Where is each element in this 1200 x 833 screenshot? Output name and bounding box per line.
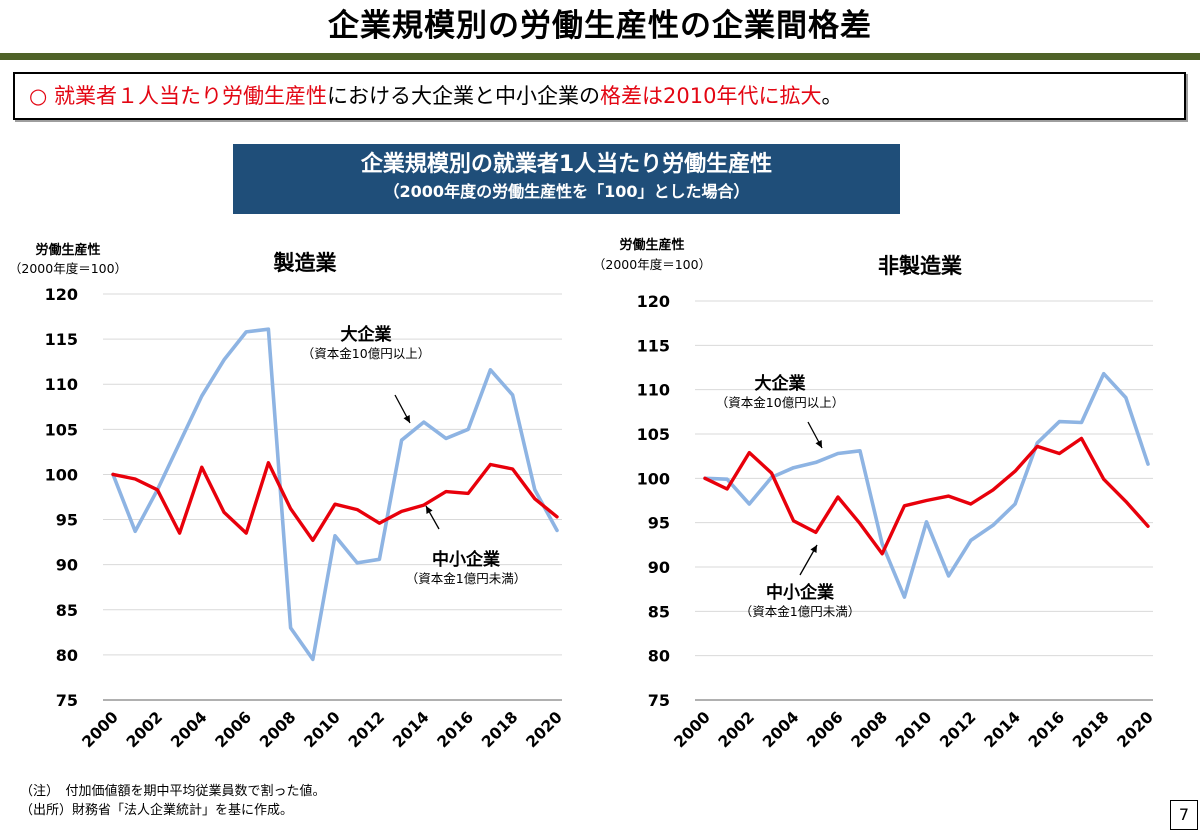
y-tick-label: 80 bbox=[56, 646, 78, 665]
y-tick-label: 75 bbox=[648, 691, 670, 710]
series-label-small: 中小企業 bbox=[766, 582, 834, 603]
y-tick-label: 110 bbox=[45, 375, 78, 394]
x-tick-label: 2000 bbox=[79, 708, 122, 751]
x-tick-label: 2002 bbox=[123, 708, 166, 751]
series-label-large: 大企業 bbox=[755, 373, 806, 394]
x-tick-label: 2002 bbox=[715, 708, 758, 751]
x-tick-label: 2016 bbox=[434, 708, 477, 751]
x-tick-label: 2016 bbox=[1025, 708, 1068, 751]
summary-text-4: 。 bbox=[821, 84, 843, 108]
y-tick-label: 105 bbox=[637, 425, 670, 444]
annotation-arrowhead bbox=[815, 440, 822, 448]
x-tick-label: 2014 bbox=[389, 708, 432, 751]
series-note-large: （資本金10億円以上） bbox=[302, 346, 430, 361]
y-tick-label: 90 bbox=[648, 558, 670, 577]
footnote-note: （注） 付加価値額を期中平均従業員数で割った値。 bbox=[20, 784, 326, 799]
summary-text-3: 格差は2010年代に拡大 bbox=[600, 84, 822, 108]
chart-title: 製造業 bbox=[273, 251, 338, 275]
series-line-large bbox=[111, 327, 559, 662]
y-tick-label: 75 bbox=[56, 691, 78, 710]
x-tick-label: 2008 bbox=[848, 708, 891, 751]
y-tick-label: 120 bbox=[637, 292, 670, 311]
y-tick-label: 100 bbox=[45, 465, 78, 484]
summary-text-1: 就業者１人当たり労働生産性 bbox=[54, 84, 328, 108]
y-tick-label: 110 bbox=[637, 381, 670, 400]
x-tick-label: 2006 bbox=[803, 708, 846, 751]
y-tick-label: 120 bbox=[45, 285, 78, 304]
y-axis-unit: （2000年度＝100） bbox=[9, 261, 127, 276]
x-tick-label: 2012 bbox=[936, 708, 979, 751]
y-tick-label: 85 bbox=[648, 602, 670, 621]
series-note-small: （資本金1億円未満） bbox=[740, 604, 860, 619]
annotation-arrowhead bbox=[810, 545, 817, 553]
x-tick-label: 2010 bbox=[301, 708, 344, 751]
x-tick-label: 2006 bbox=[212, 708, 255, 751]
series-note-small: （資本金1億円未満） bbox=[406, 571, 526, 586]
y-tick-label: 85 bbox=[56, 601, 78, 620]
y-tick-label: 95 bbox=[648, 514, 670, 533]
charts-canvas: 製造業 労働生産性 （2000年度＝100） 75 80 85 90 95 100 105 110 1… bbox=[9, 237, 1157, 751]
x-tick-label: 2000 bbox=[671, 708, 714, 751]
summary-marker: ○ bbox=[29, 84, 48, 108]
y-tick-label: 80 bbox=[648, 647, 670, 666]
series-line-small bbox=[111, 460, 559, 542]
page-number: 7 bbox=[1170, 800, 1198, 830]
x-tick-label: 2014 bbox=[981, 708, 1024, 751]
x-tick-label: 2010 bbox=[892, 708, 935, 751]
series-line-small bbox=[703, 436, 1150, 556]
y-tick-label: 115 bbox=[45, 330, 78, 349]
series-label-small: 中小企業 bbox=[432, 549, 500, 570]
y-tick-label: 100 bbox=[637, 469, 670, 488]
x-tick-label: 2012 bbox=[345, 708, 388, 751]
x-tick-label: 2018 bbox=[478, 708, 521, 751]
x-tick-label: 2020 bbox=[1114, 708, 1157, 751]
y-tick-label: 115 bbox=[637, 336, 670, 355]
summary-text-2: における大企業と中小企業の bbox=[327, 84, 601, 108]
y-axis-label: 労働生産性 bbox=[619, 237, 684, 253]
footnote-source: （出所）財務省「法人企業統計」を基に作成。 bbox=[20, 803, 294, 818]
series-note-large: （資本金10億円以上） bbox=[716, 395, 844, 410]
series-line-large bbox=[703, 371, 1150, 599]
summary-box: ○ 就業者１人当たり労働生産性における大企業と中小企業の格差は2010年代に拡大… bbox=[13, 72, 1186, 120]
page-title: 企業規模別の労働生産性の企業間格差 bbox=[328, 8, 872, 44]
y-tick-label: 105 bbox=[45, 420, 78, 439]
banner-subtitle: （2000年度の労働生産性を「100」とした場合） bbox=[383, 182, 750, 201]
banner-title: 企業規模別の就業者1人当たり労働生産性 bbox=[360, 152, 773, 177]
chart-banner: 企業規模別の就業者1人当たり労働生産性 （2000年度の労働生産性を「100」と… bbox=[233, 144, 900, 214]
y-tick-label: 95 bbox=[56, 511, 78, 530]
title-underline bbox=[0, 53, 1200, 60]
x-tick-label: 2020 bbox=[523, 708, 566, 751]
x-tick-label: 2004 bbox=[167, 708, 210, 751]
y-axis-unit: （2000年度＝100） bbox=[593, 257, 711, 272]
series-label-large: 大企業 bbox=[341, 324, 392, 345]
y-tick-label: 90 bbox=[56, 556, 78, 575]
chart-title: 非製造業 bbox=[878, 254, 963, 278]
x-tick-label: 2004 bbox=[759, 708, 802, 751]
y-axis-label: 労働生産性 bbox=[35, 242, 100, 258]
x-tick-label: 2018 bbox=[1069, 708, 1112, 751]
annotation-arrowhead bbox=[426, 506, 433, 514]
annotation-arrowhead bbox=[403, 415, 410, 423]
x-tick-label: 2008 bbox=[256, 708, 299, 751]
